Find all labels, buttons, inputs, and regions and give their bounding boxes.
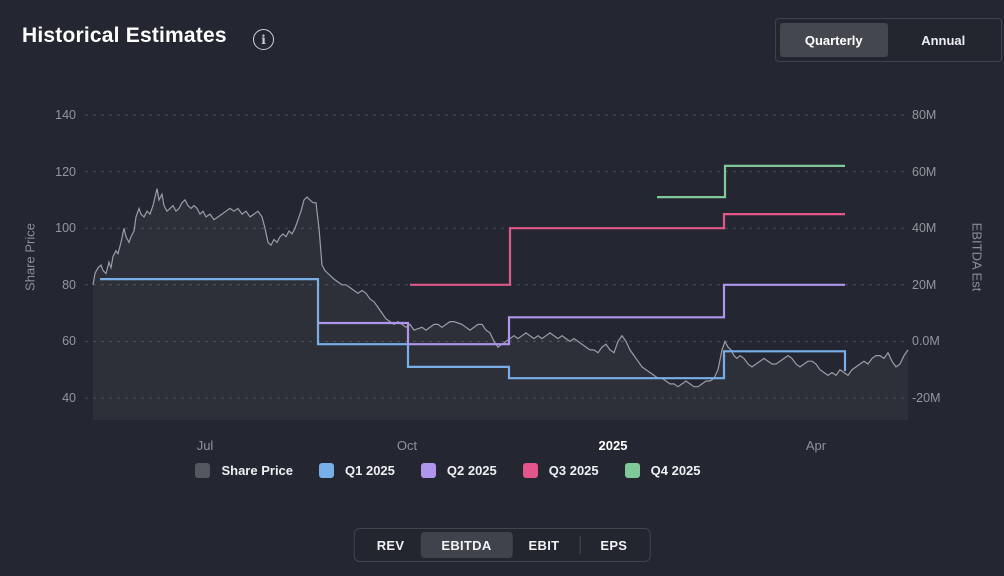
page-title: Historical Estimates [22, 24, 227, 47]
legend-label: Q3 2025 [548, 463, 599, 478]
chart-legend: Share Price Q1 2025 Q2 2025 Q3 2025 Q4 2025 [0, 463, 896, 478]
left-axis-tick: 60 [62, 334, 76, 349]
legend-item-q4-2025[interactable]: Q4 2025 [624, 463, 701, 478]
legend-swatch [319, 463, 335, 478]
left-axis-tick: 80 [62, 277, 76, 292]
right-axis-tick: 0.0M [912, 334, 940, 349]
share-price-line [92, 188, 909, 388]
metric-tabs: REV EBITDA EBIT EPS [353, 528, 651, 562]
toggle-quarterly[interactable]: Quarterly [780, 23, 888, 57]
right-axis-title: EBITDA Est [969, 222, 985, 292]
legend-item-share-price[interactable]: Share Price [195, 463, 293, 478]
toggle-annual[interactable]: Annual [921, 32, 966, 48]
left-axis-tick: 100 [55, 221, 76, 236]
left-axis-tick: 140 [55, 108, 76, 122]
legend-item-q2-2025[interactable]: Q2 2025 [420, 463, 497, 478]
legend-item-q1-2025[interactable]: Q1 2025 [319, 463, 395, 478]
period-toggle: Quarterly Annual [775, 18, 1002, 62]
left-axis-tick: 120 [55, 164, 76, 179]
legend-item-q3-2025[interactable]: Q3 2025 [522, 463, 599, 478]
right-axis-tick: 80M [912, 108, 937, 122]
estimate-line-q4-2025 [657, 164, 845, 199]
right-axis-tick: 60M [912, 164, 937, 179]
share-price-area [93, 188, 908, 420]
estimate-line-q2-2025 [318, 283, 845, 346]
x-axis-tick: Apr [805, 438, 827, 453]
legend-label: Q4 2025 [650, 463, 701, 478]
legend-swatch [624, 463, 640, 478]
right-axis-tick: -20M [912, 391, 941, 405]
tab-ebitda[interactable]: EBITDA [420, 532, 513, 558]
tab-rev[interactable]: REV [376, 537, 405, 553]
estimate-line-q3-2025 [410, 213, 845, 286]
right-axis-tick: 20M [912, 277, 937, 292]
tab-ebit[interactable]: EBIT [528, 537, 560, 553]
x-axis-tick: Jul [196, 438, 214, 453]
x-axis-tick: 2025 [598, 438, 628, 453]
legend-label: Share Price [221, 463, 294, 478]
x-axis-tick: Oct [396, 438, 418, 453]
left-axis-tick: 40 [62, 391, 76, 405]
legend-label: Q1 2025 [345, 463, 395, 478]
left-axis-title: Share Price [22, 223, 38, 291]
right-axis-tick: 40M [912, 221, 937, 236]
info-icon[interactable]: i [253, 29, 274, 50]
legend-swatch [195, 463, 211, 478]
legend-swatch [420, 463, 436, 478]
legend-swatch [522, 463, 538, 478]
tab-eps[interactable]: EPS [600, 537, 628, 553]
tab-divider [579, 536, 581, 554]
legend-label: Q2 2025 [446, 463, 497, 478]
